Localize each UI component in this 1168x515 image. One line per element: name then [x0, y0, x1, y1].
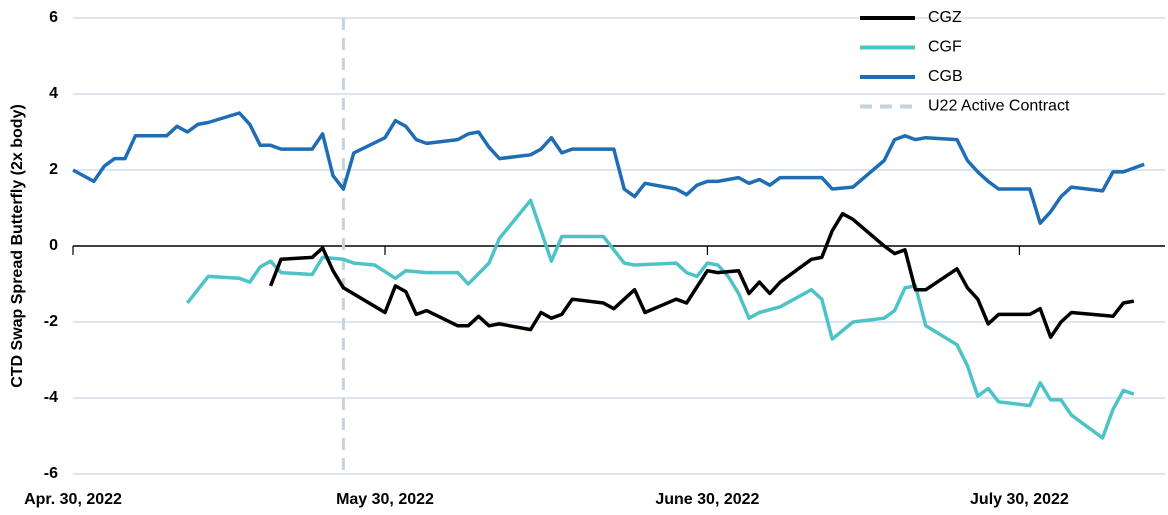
x-tick-label: June 30, 2022	[655, 491, 759, 508]
legend-label: CGZ	[928, 9, 962, 26]
y-tick-label: 4	[49, 85, 58, 102]
x-tick-label: May 30, 2022	[336, 491, 434, 508]
y-tick-label: -2	[44, 313, 58, 330]
x-tick-label: Apr. 30, 2022	[24, 491, 122, 508]
legend-label: CGB	[928, 68, 963, 85]
y-tick-label: 6	[49, 9, 58, 26]
y-axis-label: CTD Swap Spread Butterfly (2x body)	[9, 104, 26, 388]
y-tick-label: 0	[49, 237, 58, 254]
x-tick-label: July 30, 2022	[970, 491, 1069, 508]
series-line	[268, 211, 1135, 339]
y-tick-label: 2	[49, 161, 58, 178]
series-line	[72, 111, 1145, 225]
legend-label: CGF	[928, 39, 962, 56]
series-line	[186, 198, 1135, 440]
y-tick-label: -4	[44, 389, 58, 406]
legend-label: U22 Active Contract	[928, 98, 1070, 115]
y-tick-label: -6	[44, 465, 58, 482]
